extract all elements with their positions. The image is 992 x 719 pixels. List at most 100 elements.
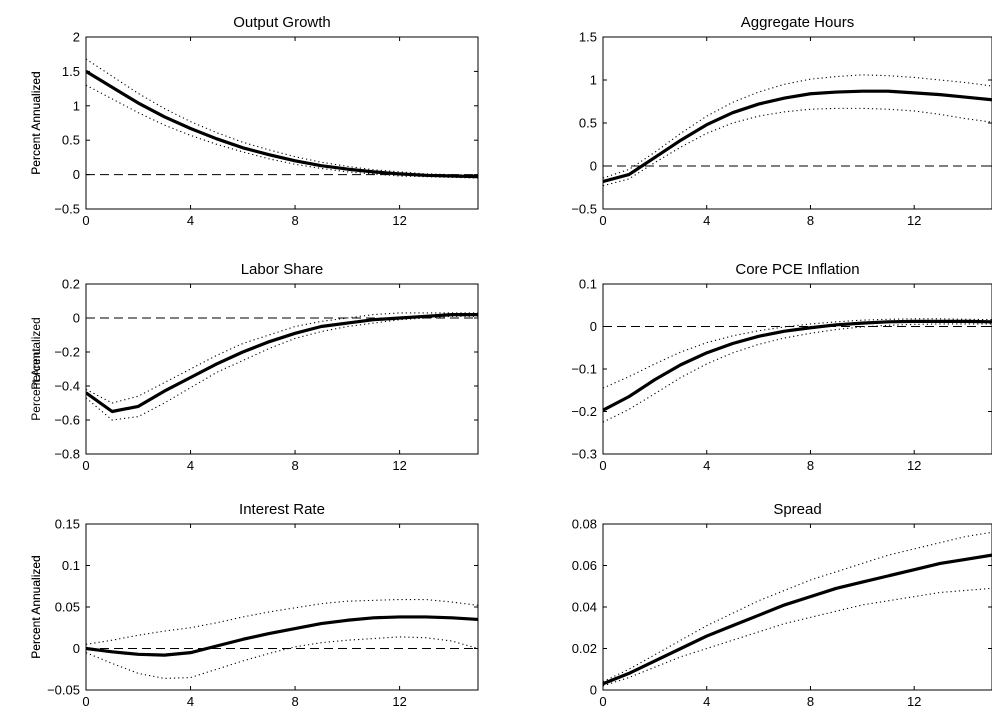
x-tick-label: 8 <box>807 458 814 473</box>
x-tick-label: 8 <box>291 694 298 709</box>
x-tick-label: 8 <box>807 694 814 709</box>
y-tick-label: 0 <box>73 311 80 326</box>
confidence-band-line <box>603 74 992 179</box>
confidence-band-line <box>603 531 992 683</box>
impulse-response-line <box>603 319 992 412</box>
series-group <box>86 58 478 179</box>
series-group <box>86 312 478 421</box>
axes-frame <box>85 523 479 691</box>
y-tick-label: 0 <box>590 159 597 174</box>
axes-frame <box>602 283 992 455</box>
y-tick-label: 0 <box>590 683 597 698</box>
axes-frame <box>85 36 479 210</box>
y-tick-label: −0.8 <box>54 447 80 462</box>
confidence-band-line <box>603 323 992 423</box>
x-tick-label: 0 <box>82 694 89 709</box>
impulse-response-line <box>603 89 992 184</box>
y-tick-label: −0.2 <box>54 345 80 360</box>
y-tick-label: 0 <box>73 167 80 182</box>
panel-title: Aggregate Hours <box>741 14 854 31</box>
x-tick-label: 8 <box>807 213 814 228</box>
y-axis-label: Percent <box>29 348 43 390</box>
x-tick-label: 8 <box>291 458 298 473</box>
impulse-response-line <box>86 615 478 657</box>
x-tick-label: 12 <box>392 213 406 228</box>
x-tick-label: 4 <box>703 694 710 709</box>
x-tick-label: 8 <box>291 213 298 228</box>
confidence-band-line <box>603 587 992 687</box>
series-group <box>603 318 992 423</box>
y-tick-label: 0 <box>590 319 597 334</box>
x-tick-label: 4 <box>187 213 194 228</box>
x-tick-label: 4 <box>187 458 194 473</box>
x-tick-label: 12 <box>907 213 921 228</box>
y-axis-label: Percent Annualized <box>29 317 43 420</box>
impulse-response-line <box>603 553 992 686</box>
axes-frame <box>602 523 992 691</box>
y-tick-label: 2 <box>73 30 80 45</box>
y-tick-label: 1.5 <box>62 64 80 79</box>
confidence-band-line <box>86 315 478 421</box>
y-tick-label: 0 <box>73 641 80 656</box>
y-tick-label: 0.08 <box>572 517 597 532</box>
y-axis-label: Percent Annualized <box>29 71 43 174</box>
x-tick-label: 0 <box>82 213 89 228</box>
y-axis-label: Percent Annualized <box>29 555 43 658</box>
x-tick-label: 4 <box>703 213 710 228</box>
y-tick-label: 0.2 <box>62 277 80 292</box>
impulse-response-line <box>86 70 478 179</box>
y-tick-label: 0.5 <box>579 116 597 131</box>
y-tick-label: 0.06 <box>572 558 597 573</box>
y-tick-label: −0.1 <box>571 362 597 377</box>
y-tick-label: 0.05 <box>55 600 80 615</box>
confidence-band-line <box>86 636 478 679</box>
panel-5: Interest Rate Percent Annualized 0 4 8 12 −0.0… <box>29 501 479 709</box>
y-tick-label: −0.5 <box>571 202 597 217</box>
x-tick-label: 4 <box>703 458 710 473</box>
y-tick-label: 0.1 <box>579 277 597 292</box>
panel-title: Output Growth <box>233 14 331 31</box>
series-group <box>603 531 992 690</box>
x-tick-label: 12 <box>392 694 406 709</box>
y-axis-label: Percent Annualized <box>29 71 43 174</box>
panel-4: Core PCE Inflation Percent Annualized 0 4 8 1… <box>29 261 992 473</box>
x-tick-label: 12 <box>392 458 406 473</box>
panel-title: Spread <box>773 501 821 518</box>
confidence-band-line <box>86 312 478 404</box>
axes-frame <box>85 283 479 455</box>
series-group <box>86 598 478 679</box>
confidence-band-line <box>86 84 478 179</box>
y-tick-label: −0.2 <box>571 404 597 419</box>
y-tick-label: −0.5 <box>54 202 80 217</box>
y-tick-label: 0.5 <box>62 133 80 148</box>
y-tick-label: 0.04 <box>572 600 597 615</box>
y-tick-label: −0.05 <box>47 683 80 698</box>
y-tick-label: 1 <box>73 98 80 113</box>
y-tick-label: 0.15 <box>55 517 80 532</box>
y-tick-label: 1.5 <box>579 30 597 45</box>
series-group <box>603 74 992 187</box>
y-tick-label: −0.3 <box>571 447 597 462</box>
x-tick-label: 0 <box>599 213 606 228</box>
y-tick-label: −0.4 <box>54 379 80 394</box>
y-axis-label: Percent Annualized <box>29 555 43 658</box>
panel-6: Spread Percent Annualized 0 4 8 12 0 0.02 0.04 0.… <box>29 501 992 709</box>
impulse-response-line <box>86 313 478 414</box>
x-tick-label: 4 <box>187 694 194 709</box>
confidence-band-line <box>86 598 478 645</box>
panel-title: Labor Share <box>241 261 324 278</box>
x-tick-label: 0 <box>599 458 606 473</box>
x-tick-label: 0 <box>82 458 89 473</box>
x-tick-label: 12 <box>907 694 921 709</box>
panel-title: Core PCE Inflation <box>735 261 859 278</box>
y-tick-label: −0.6 <box>54 413 80 428</box>
x-tick-label: 12 <box>907 458 921 473</box>
y-tick-label: 1 <box>590 73 597 88</box>
y-tick-label: 0.02 <box>572 641 597 656</box>
y-tick-label: 0.1 <box>62 558 80 573</box>
x-tick-label: 0 <box>599 694 606 709</box>
panel-3: Labor Share Percent 0 4 8 12 −0.8 −0.6 −0.4 −0.2 0… <box>29 261 479 473</box>
